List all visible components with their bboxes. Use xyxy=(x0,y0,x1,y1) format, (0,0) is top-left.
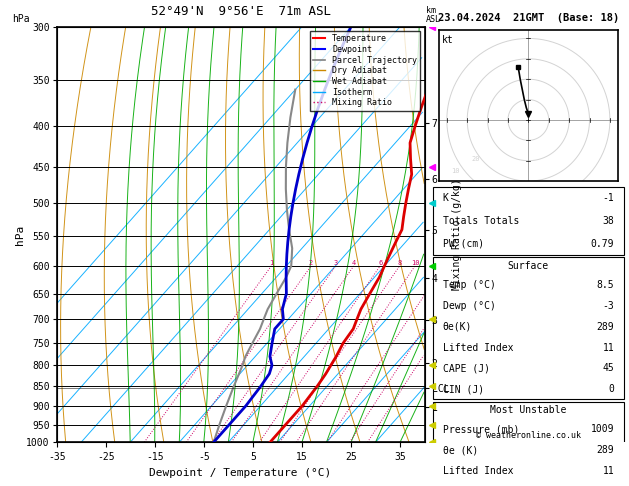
Text: Lifted Index: Lifted Index xyxy=(443,466,513,476)
Bar xyxy=(433,187,624,255)
Text: θe (K): θe (K) xyxy=(443,445,478,455)
Text: 4: 4 xyxy=(352,260,356,266)
Text: Pressure (mb): Pressure (mb) xyxy=(443,424,519,434)
Text: θe(K): θe(K) xyxy=(443,322,472,332)
Text: 52°49'N  9°56'E  71m ASL: 52°49'N 9°56'E 71m ASL xyxy=(150,5,331,18)
Text: km
ASL: km ASL xyxy=(426,6,441,24)
Text: -1: -1 xyxy=(603,193,614,203)
Text: 0.79: 0.79 xyxy=(591,239,614,249)
Text: CAPE (J): CAPE (J) xyxy=(443,364,489,373)
Text: 45: 45 xyxy=(603,364,614,373)
Text: Most Unstable: Most Unstable xyxy=(490,405,567,415)
Legend: Temperature, Dewpoint, Parcel Trajectory, Dry Adiabat, Wet Adiabat, Isotherm, Mi: Temperature, Dewpoint, Parcel Trajectory… xyxy=(309,31,420,110)
Text: 6: 6 xyxy=(378,260,382,266)
Text: 0: 0 xyxy=(608,384,614,394)
Text: 38: 38 xyxy=(603,216,614,226)
Text: 1: 1 xyxy=(269,260,274,266)
Y-axis label: Mixing Ratio (g/kg): Mixing Ratio (g/kg) xyxy=(452,179,462,290)
Text: 289: 289 xyxy=(596,445,614,455)
Bar xyxy=(433,401,624,486)
X-axis label: Dewpoint / Temperature (°C): Dewpoint / Temperature (°C) xyxy=(150,468,331,478)
Text: hPa: hPa xyxy=(13,14,30,24)
Text: 11: 11 xyxy=(603,466,614,476)
Text: 23.04.2024  21GMT  (Base: 18): 23.04.2024 21GMT (Base: 18) xyxy=(438,13,619,22)
Text: 8: 8 xyxy=(398,260,402,266)
Text: -3: -3 xyxy=(603,301,614,311)
Text: 8.5: 8.5 xyxy=(596,280,614,290)
Text: CIN (J): CIN (J) xyxy=(443,384,484,394)
Text: PW (cm): PW (cm) xyxy=(443,239,484,249)
Text: Totals Totals: Totals Totals xyxy=(443,216,519,226)
Text: 11: 11 xyxy=(603,343,614,352)
Text: Surface: Surface xyxy=(508,261,549,271)
Text: Lifted Index: Lifted Index xyxy=(443,343,513,352)
Text: K: K xyxy=(443,193,448,203)
Bar xyxy=(433,258,624,399)
Text: 3: 3 xyxy=(333,260,338,266)
Text: 289: 289 xyxy=(596,322,614,332)
Text: 2: 2 xyxy=(309,260,313,266)
Text: Temp (°C): Temp (°C) xyxy=(443,280,496,290)
Text: 1009: 1009 xyxy=(591,424,614,434)
Text: Dewp (°C): Dewp (°C) xyxy=(443,301,496,311)
Text: © weatheronline.co.uk: © weatheronline.co.uk xyxy=(476,431,581,440)
Y-axis label: hPa: hPa xyxy=(14,225,25,244)
Text: 10: 10 xyxy=(411,260,420,266)
